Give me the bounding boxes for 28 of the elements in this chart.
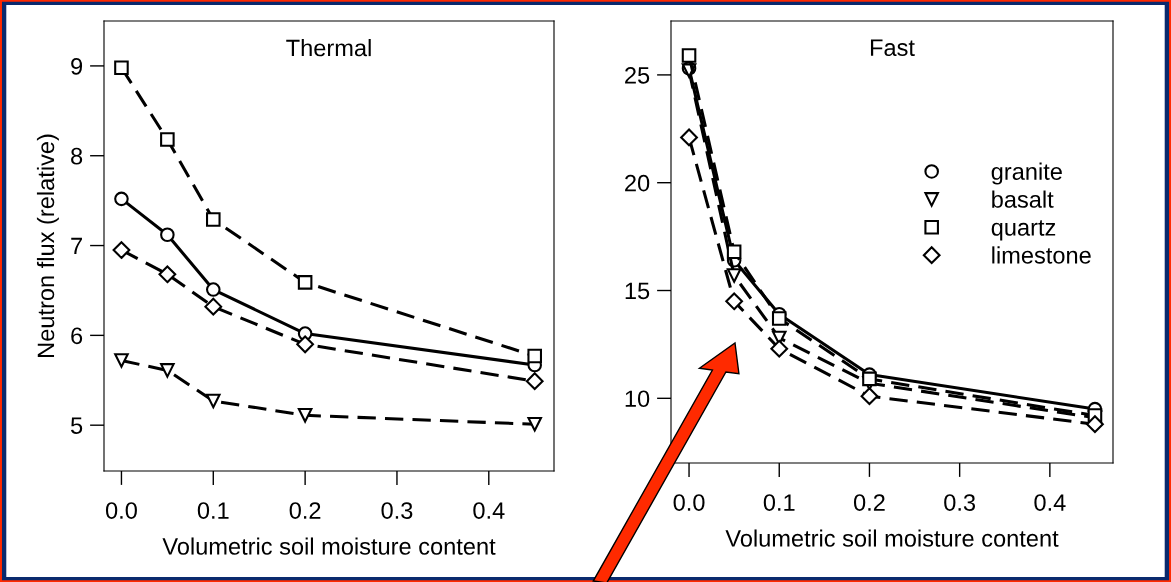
x-tick-label: 0.0 (105, 502, 137, 519)
x-tick-label: 0.0 (673, 494, 705, 511)
y-tick-label: 5 (70, 417, 83, 434)
y-tick-label: 25 (625, 66, 650, 84)
y-axis-title: Neutron flux (relative) (36, 134, 59, 357)
x-tick-label: 0.2 (853, 494, 885, 511)
x-tick-label: 0.4 (473, 502, 505, 519)
x-tick-label: 0.2 (289, 502, 321, 519)
x-tick-label: 0.3 (381, 502, 413, 519)
text: Fast (870, 39, 915, 57)
y-tick-label: 15 (625, 282, 650, 300)
y-tick-label: 8 (71, 147, 83, 165)
legend-label: limestone (992, 246, 1091, 264)
x-axis-title: Volumetric soil moisture content (725, 529, 1059, 547)
legend-label: granite (991, 162, 1062, 185)
text: Thermal (286, 39, 371, 57)
x-tick-label: 0.3 (944, 494, 976, 511)
x-axis-title: Volumetric soil moisture content (162, 537, 496, 555)
y-tick-label: 10 (625, 390, 650, 408)
y-tick-label: 20 (625, 174, 650, 192)
y-tick-label: 7 (71, 237, 82, 255)
x-tick-label: 0.1 (197, 502, 229, 519)
y-tick-label: 6 (71, 327, 83, 345)
y-tick-label: 9 (71, 57, 83, 75)
x-tick-label: 0.1 (763, 494, 795, 511)
legend-label: quartz (991, 220, 1056, 241)
legend-label: basalt (992, 190, 1054, 208)
x-tick-label: 0.4 (1034, 494, 1066, 511)
